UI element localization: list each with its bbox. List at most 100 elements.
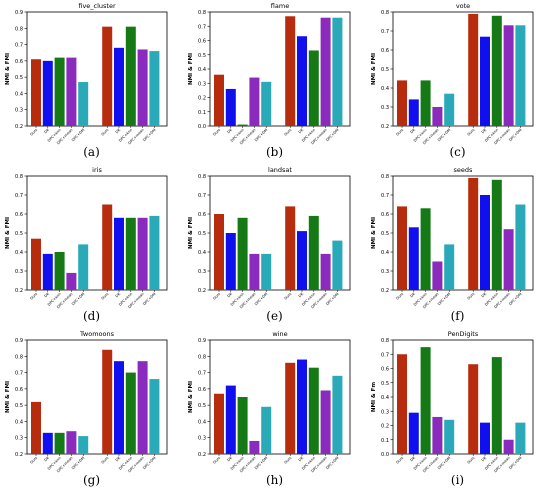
figure-caption: (d) bbox=[82, 309, 101, 323]
y-tick-label: 0.7 bbox=[15, 193, 23, 199]
bar bbox=[214, 74, 224, 126]
bar bbox=[137, 361, 148, 454]
y-tick-label: 0.2 bbox=[198, 288, 206, 294]
chart-svg: five_cluster 0.2 0.3 0.4 0.5 0.6 0.7 0.8 0.9 NMI … bbox=[5, 2, 168, 145]
y-tick-label: 0.7 bbox=[15, 43, 23, 49]
bar bbox=[444, 419, 455, 454]
x-tick-label: DK bbox=[115, 127, 122, 134]
y-axis-label: NMI & FMI bbox=[371, 217, 377, 249]
chart-panel: wine 0.2 0.3 0.4 0.5 0.6 0.7 0.8 0.9 NMI & FMI Our… bbox=[183, 328, 366, 491]
y-tick-label: 0.4 bbox=[381, 250, 389, 256]
x-tick-label: DPC+DM bbox=[142, 456, 156, 470]
bar bbox=[66, 272, 77, 290]
bar bbox=[503, 229, 514, 290]
x-tick-label: DPC+DM bbox=[325, 128, 339, 142]
bar bbox=[515, 204, 526, 290]
bar bbox=[149, 51, 160, 127]
y-tick-label: 0.8 bbox=[198, 174, 206, 180]
bar bbox=[480, 36, 490, 127]
y-axis-label: NMI & FMI bbox=[371, 53, 377, 85]
x-tick-label: DK bbox=[298, 455, 305, 462]
y-tick-label: 0.8 bbox=[381, 338, 389, 344]
chart-svg: seeds 0.2 0.3 0.4 0.5 0.6 0.7 0.8 NMI & FMI Ours D… bbox=[371, 166, 534, 309]
y-axis-label: NMI & FMI bbox=[188, 381, 194, 413]
bar bbox=[515, 25, 526, 126]
x-tick-label: Ours bbox=[467, 292, 476, 301]
chart-title: PenDigits bbox=[448, 330, 479, 338]
x-tick-label: Ours bbox=[395, 292, 404, 301]
y-tick-label: 0.7 bbox=[198, 24, 206, 30]
bar bbox=[225, 385, 236, 454]
x-tick-label: DK bbox=[227, 455, 234, 462]
y-tick-label: 0.1 bbox=[198, 110, 206, 116]
y-tick-label: 0.6 bbox=[381, 212, 389, 218]
chart-title: Twomoons bbox=[79, 330, 115, 338]
bar bbox=[480, 195, 490, 290]
bar bbox=[78, 436, 89, 454]
bar bbox=[285, 206, 296, 290]
y-tick-label: 0.6 bbox=[198, 212, 206, 218]
bar bbox=[102, 349, 113, 454]
y-tick-label: 0.6 bbox=[381, 367, 389, 373]
bar bbox=[320, 390, 331, 454]
x-tick-label: Ours bbox=[212, 292, 221, 301]
y-tick-label: 0.8 bbox=[15, 26, 23, 32]
x-tick-label: DPC+DM bbox=[254, 128, 268, 142]
bar bbox=[432, 107, 443, 126]
chart-title: wine bbox=[272, 330, 287, 338]
y-tick-label: 0.3 bbox=[15, 269, 23, 275]
y-tick-label: 0.6 bbox=[15, 59, 23, 65]
bar bbox=[149, 215, 160, 290]
bar bbox=[491, 357, 502, 454]
bar bbox=[31, 401, 41, 454]
y-tick-label: 0.4 bbox=[198, 250, 206, 256]
x-tick-label: DK bbox=[410, 127, 417, 134]
x-tick-label: Ours bbox=[29, 456, 38, 465]
chart-svg: PenDigits 0.0 0.1 0.2 0.3 0.4 0.5 0.6 0.7 0.8 NMI … bbox=[371, 330, 534, 473]
chart-panel: vote 0.2 0.3 0.4 0.5 0.6 0.7 0.8 NMI & FMI Ours DK… bbox=[366, 0, 549, 163]
x-tick-label: DPC+DM bbox=[71, 292, 85, 306]
bar bbox=[332, 17, 343, 127]
bar bbox=[114, 361, 124, 454]
x-tick-label: Ours bbox=[467, 456, 476, 465]
bar bbox=[66, 57, 77, 126]
y-tick-label: 0.2 bbox=[198, 96, 206, 102]
bar bbox=[397, 206, 407, 290]
y-tick-label: 0.2 bbox=[381, 424, 389, 430]
x-tick-label: Ours bbox=[284, 292, 293, 301]
x-tick-label: DPC+DM bbox=[71, 128, 85, 142]
bar bbox=[237, 397, 248, 454]
y-tick-label: 0.5 bbox=[198, 53, 206, 59]
chart-panel: Twomoons 0.2 0.3 0.4 0.5 0.6 0.7 0.8 0.9 NMI & FM… bbox=[0, 328, 183, 491]
y-tick-label: 0.8 bbox=[198, 10, 206, 16]
bar bbox=[237, 124, 248, 126]
y-tick-label: 0.8 bbox=[15, 354, 23, 360]
y-tick-label: 0.5 bbox=[381, 381, 389, 387]
bar bbox=[137, 217, 148, 290]
x-tick-label: DK bbox=[410, 455, 417, 462]
bar bbox=[78, 244, 89, 290]
y-tick-label: 0.3 bbox=[381, 409, 389, 415]
y-tick-label: 0.3 bbox=[15, 436, 23, 442]
y-tick-label: 0.2 bbox=[15, 288, 23, 294]
bar bbox=[297, 36, 307, 126]
bar bbox=[125, 372, 136, 454]
chart-panel: flame 0.0 0.1 0.2 0.3 0.4 0.5 0.6 0.7 0.8 NMI & FM… bbox=[183, 0, 366, 163]
chart-title: seeds bbox=[454, 166, 474, 174]
figure-caption: (g) bbox=[82, 473, 101, 487]
y-tick-label: 0.0 bbox=[198, 124, 206, 130]
figure-caption: (e) bbox=[266, 309, 283, 323]
y-tick-label: 0.5 bbox=[381, 231, 389, 237]
x-tick-label: DPC+DM bbox=[508, 456, 522, 470]
bar bbox=[308, 367, 319, 454]
x-tick-label: DPC+DM bbox=[437, 128, 451, 142]
bar bbox=[297, 359, 307, 454]
chart-svg: vote 0.2 0.3 0.4 0.5 0.6 0.7 0.8 NMI & FMI Ours DK… bbox=[371, 2, 534, 145]
y-tick-label: 0.6 bbox=[15, 212, 23, 218]
bar bbox=[137, 49, 148, 127]
bar bbox=[54, 252, 65, 290]
bar bbox=[149, 379, 160, 454]
bar bbox=[468, 177, 479, 290]
chart-panel: iris 0.2 0.3 0.4 0.5 0.6 0.7 0.8 NMI & FMI Ours DK… bbox=[0, 164, 183, 327]
